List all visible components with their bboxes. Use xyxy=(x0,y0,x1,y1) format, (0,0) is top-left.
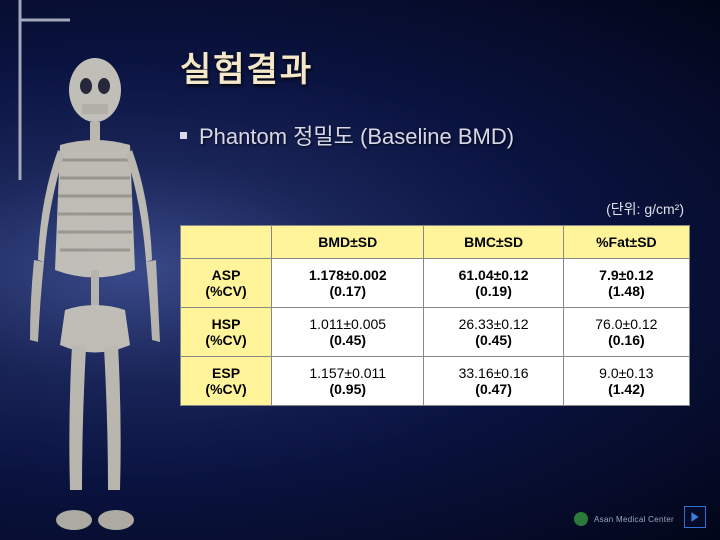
table-cell: 1.011±0.005(0.45) xyxy=(272,308,424,357)
table-cell: 1.157±0.011(0.95) xyxy=(272,357,424,406)
row-label: ESP(%CV) xyxy=(181,357,272,406)
col-fat: %Fat±SD xyxy=(563,226,689,259)
table-cell: 61.04±0.12(0.19) xyxy=(424,259,563,308)
logo-badge-icon xyxy=(574,512,588,526)
play-icon xyxy=(689,511,701,523)
table-cell: 7.9±0.12(1.48) xyxy=(563,259,689,308)
subtitle-row: Phantom 정밀도 (Baseline BMD) xyxy=(180,119,690,151)
col-blank xyxy=(181,226,272,259)
table-row: HSP(%CV)1.011±0.005(0.45)26.33±0.12(0.45… xyxy=(181,308,690,357)
table-row: ESP(%CV)1.157±0.011(0.95)33.16±0.16(0.47… xyxy=(181,357,690,406)
skeleton-illustration xyxy=(0,0,210,540)
subtitle-text: Phantom 정밀도 (Baseline BMD) xyxy=(199,119,514,151)
footer-logo: Asan Medical Center xyxy=(574,512,674,526)
results-table: BMD±SD BMC±SD %Fat±SD ASP(%CV)1.178±0.00… xyxy=(180,225,690,406)
table-cell: 26.33±0.12(0.45) xyxy=(424,308,563,357)
bullet-icon xyxy=(180,132,187,139)
logo-text: Asan Medical Center xyxy=(594,515,674,524)
page-title: 실험결과 xyxy=(180,42,690,91)
col-bmd: BMD±SD xyxy=(272,226,424,259)
table-cell: 1.178±0.002(0.17) xyxy=(272,259,424,308)
row-label: ASP(%CV) xyxy=(181,259,272,308)
table-row: ASP(%CV)1.178±0.002(0.17)61.04±0.12(0.19… xyxy=(181,259,690,308)
table-cell: 33.16±0.16(0.47) xyxy=(424,357,563,406)
unit-label: (단위: g/cm²) xyxy=(180,199,690,219)
table-header-row: BMD±SD BMC±SD %Fat±SD xyxy=(181,226,690,259)
row-label: HSP(%CV) xyxy=(181,308,272,357)
table-cell: 9.0±0.13(1.42) xyxy=(563,357,689,406)
content-area: 실험결과 Phantom 정밀도 (Baseline BMD) (단위: g/c… xyxy=(180,42,690,406)
table-cell: 76.0±0.12(0.16) xyxy=(563,308,689,357)
next-button[interactable] xyxy=(684,506,706,528)
col-bmc: BMC±SD xyxy=(424,226,563,259)
